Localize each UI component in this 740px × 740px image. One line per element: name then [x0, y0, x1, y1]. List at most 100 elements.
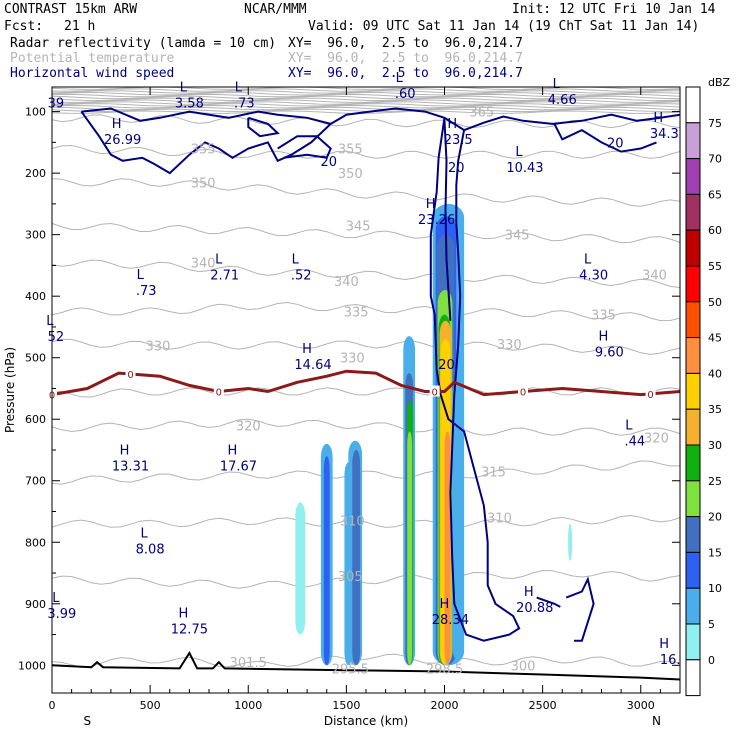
extremum-kind: L: [141, 526, 149, 541]
theta-label: 330: [340, 352, 365, 367]
refl-cell: [323, 456, 330, 666]
extremum-kind: L: [292, 253, 300, 268]
field-theta: Potential temperature: [10, 51, 175, 66]
colorbar-swatch: [685, 265, 701, 303]
theta-label: 355: [191, 143, 216, 158]
colorbar-level: 50: [708, 296, 722, 309]
extremum-kind: H: [302, 342, 312, 357]
y-tick-label: 700: [25, 475, 46, 488]
theta-contour-stratosphere: [51, 95, 681, 100]
colorbar-level: 30: [708, 439, 722, 452]
extremum-value: 28.34: [432, 613, 469, 628]
theta-contour-stratosphere: [51, 92, 681, 96]
freezing-level-gap: [213, 385, 224, 397]
x-tick-label: 0: [49, 699, 56, 712]
colorbar-level: 75: [708, 117, 722, 130]
header-title: CONTRAST 15km ARW: [4, 2, 138, 17]
colorbar-level: 55: [708, 260, 722, 273]
freezing-level-label: 0: [127, 370, 133, 381]
theta-contour-320: [51, 418, 681, 436]
wind-contour-20: [565, 576, 595, 642]
extremum-value: 4.30: [579, 269, 608, 284]
colorbar-unit: dBZ: [708, 76, 731, 89]
extremum-kind: H: [447, 117, 457, 132]
y-tick-label: 400: [25, 290, 46, 303]
extremum-kind: H: [598, 329, 608, 344]
extremum-value: 23.26: [418, 213, 455, 228]
colorbar-level: 70: [708, 153, 722, 166]
theta-contour-stratosphere: [51, 99, 681, 103]
refl-cell: [295, 502, 306, 635]
theta-contour-355: [51, 144, 681, 159]
refl-cell: [444, 431, 451, 666]
colorbar-level: 5: [708, 618, 715, 631]
theta-label: 355: [338, 143, 363, 158]
x-axis-label: Distance (km): [324, 714, 408, 728]
theta-contour-335: [51, 301, 681, 322]
theta-contour-stratosphere: [51, 106, 681, 111]
wind-contour-20: [429, 117, 521, 642]
freezing-level-label: 0: [216, 388, 222, 399]
colorbar-swatch: [685, 86, 701, 124]
theta-label: 310: [487, 512, 512, 527]
theta-label: 345: [505, 229, 530, 244]
y-tick-label: 1000: [18, 659, 46, 672]
theta-label: 335: [344, 306, 369, 321]
wind-contour-20: [80, 111, 332, 175]
extremum-value: .52: [291, 269, 312, 284]
wind-contour-20: [277, 135, 332, 159]
colorbar-level: 15: [708, 546, 722, 559]
extremum-value: 3.58: [175, 96, 204, 111]
extremum-kind: H: [659, 637, 669, 652]
colorbar-swatch: [685, 444, 701, 482]
y-axis-label: Pressure (hPa): [3, 347, 17, 433]
extremum-kind: L: [180, 80, 188, 95]
extremum-value: 20.88: [516, 601, 553, 616]
extremum-value: 3.99: [47, 607, 76, 622]
colorbar-swatch: [685, 516, 701, 553]
freezing-level-gap: [125, 367, 136, 379]
theta-contour-340: [51, 259, 681, 288]
extremum-kind: L: [625, 419, 633, 434]
extremum-kind: H: [653, 111, 663, 126]
theta-label: 300: [511, 659, 536, 674]
theta-label: 345: [346, 219, 371, 234]
extremum-kind: L: [515, 145, 523, 160]
theta-contour-stratosphere: [51, 88, 681, 92]
theta-label: 315: [481, 466, 506, 481]
header-fcst-value: 21 h: [64, 19, 96, 34]
header-center: NCAR/MMM: [244, 2, 307, 17]
theta-label: 310: [340, 515, 365, 530]
terrain-line: [51, 650, 681, 681]
field-wind-xy: XY= 96.0, 2.5 to 96.0,214.7: [288, 66, 523, 81]
colorbar-level: 0: [708, 654, 715, 667]
theta-label: 365: [469, 106, 494, 121]
x-tick-label: 1000: [234, 699, 262, 712]
extremum-value: 9.60: [595, 345, 624, 360]
y-tick-label: 200: [25, 167, 46, 180]
freezing-level-label: 0: [647, 390, 653, 401]
theta-contour-330: [51, 338, 681, 355]
theta-label: 305: [338, 570, 363, 585]
freezing-level-gap: [518, 385, 528, 397]
wind-contour-20: [553, 123, 657, 153]
extremum-value: .73: [136, 284, 157, 299]
wind-contour-30: [443, 120, 452, 321]
extremum-kind: L: [553, 77, 561, 92]
freezing-level-label: 0: [520, 388, 526, 399]
extremum-value: 26.99: [104, 133, 141, 148]
colorbar-swatch: [685, 122, 701, 160]
freezing-level-gap: [645, 387, 656, 399]
extremum-kind: H: [112, 117, 122, 132]
theta-label: 350: [338, 167, 363, 182]
extremum-value: 34.3: [650, 127, 679, 142]
refl-cell: [568, 523, 573, 561]
theta-contour-350: [51, 178, 681, 207]
theta-label: 340: [642, 269, 667, 284]
theta-contour-315: [51, 460, 681, 485]
extremum-kind: L: [235, 80, 243, 95]
y-tick-label: 100: [25, 106, 46, 119]
theta-label: 330: [146, 339, 171, 354]
header-init: Init: 12 UTC Fri 10 Jan 14: [512, 2, 716, 17]
